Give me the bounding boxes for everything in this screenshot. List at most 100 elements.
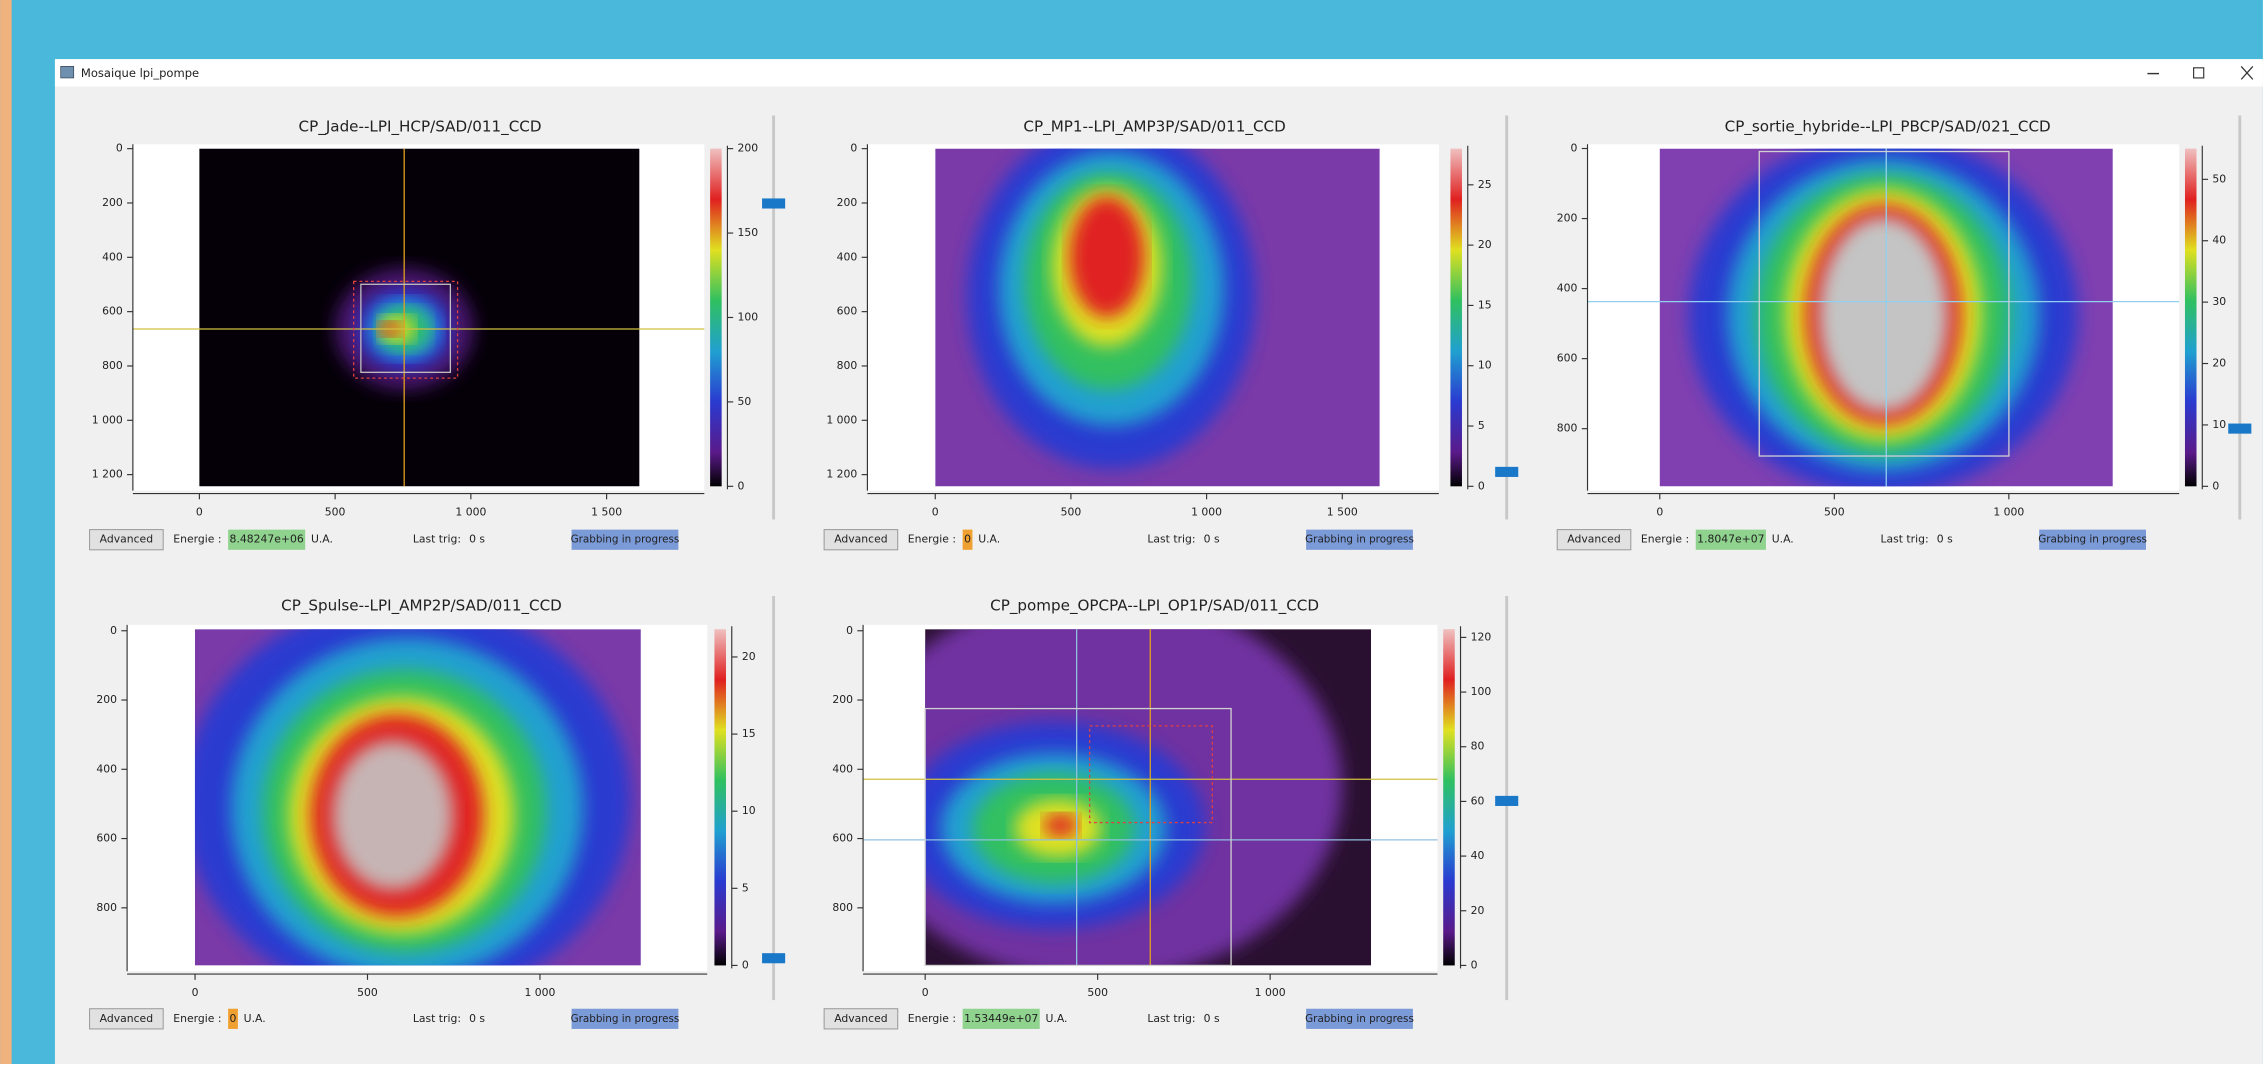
energy-unit: U.A.: [311, 533, 333, 546]
energy-unit: U.A.: [1046, 1012, 1068, 1025]
slider-handle[interactable]: [762, 953, 785, 963]
x-tick-label: 0: [922, 986, 929, 999]
x-tick-label: 1 000: [1993, 505, 2024, 518]
colorbar-tick-label: 0: [1471, 958, 1478, 971]
colorbar-tick-label: 5: [742, 881, 749, 894]
status-text: Grabbing in progress: [571, 1013, 680, 1025]
colorbar-tick-label: 10: [742, 804, 756, 817]
y-tick-label: 600: [1557, 352, 1578, 365]
slider-handle[interactable]: [2228, 424, 2251, 434]
colorbar-tick-label: 25: [1478, 178, 1492, 191]
x-tick-label: 1 000: [1191, 505, 1222, 518]
x-tick-label: 1 500: [1327, 505, 1358, 518]
y-tick-label: 800: [96, 901, 117, 914]
x-tick-label: 0: [192, 986, 199, 999]
colorbar-tick-label: 80: [1471, 740, 1485, 753]
slider-handle[interactable]: [762, 198, 785, 208]
camera-image: [199, 149, 639, 487]
energy-label: Energie :: [908, 1012, 956, 1025]
y-tick-label: 400: [837, 250, 858, 263]
y-tick-label: 200: [832, 693, 853, 706]
colorbar: [1443, 629, 1455, 965]
energy-value: 0: [964, 533, 971, 546]
energy-label: Energie :: [173, 1012, 221, 1025]
colorbar-tick-label: 15: [742, 727, 756, 740]
camera-image: [852, 592, 1372, 982]
colorbar-tick-label: 20: [1478, 238, 1492, 251]
x-tick-label: 500: [1824, 505, 1845, 518]
energy-unit: U.A.: [978, 533, 1000, 546]
y-tick-label: 400: [1557, 282, 1578, 295]
colorbar-tick-label: 30: [2212, 295, 2226, 308]
energy-unit: U.A.: [244, 1012, 266, 1025]
colorbar-tick-label: 0: [738, 479, 745, 492]
x-tick-label: 500: [1061, 505, 1082, 518]
colorbar: [2185, 149, 2197, 487]
y-tick-label: 800: [1557, 422, 1578, 435]
y-tick-label: 800: [837, 359, 858, 372]
last-trig-label: Last trig:: [1147, 533, 1195, 546]
status-text: Grabbing in progress: [1305, 534, 1414, 546]
last-trig-value: 0 s: [1204, 1012, 1220, 1025]
colorbar-tick-label: 120: [1471, 630, 1492, 643]
colorbar-tick-label: 15: [1478, 298, 1492, 311]
window-title: Mosaique lpi_pompe: [81, 66, 199, 80]
colorbar-tick-label: 10: [1478, 359, 1492, 372]
camera-image: [935, 123, 1379, 487]
y-tick-label: 0: [1571, 142, 1578, 155]
y-tick-label: 800: [832, 901, 853, 914]
last-trig-value: 0 s: [469, 1012, 485, 1025]
energy-label: Energie :: [1641, 533, 1689, 546]
energy-value: 1.8047e+07: [1697, 533, 1764, 546]
y-tick-label: 200: [96, 693, 117, 706]
status-text: Grabbing in progress: [571, 534, 680, 546]
colorbar-tick-label: 20: [2212, 357, 2226, 370]
beam-spot: [1043, 814, 1078, 837]
x-tick-label: 500: [357, 986, 378, 999]
colorbar-tick-label: 150: [738, 226, 759, 239]
x-tick-label: 1 000: [524, 986, 555, 999]
panel-title: CP_Jade--LPI_HCP/SAD/011_CCD: [299, 117, 542, 136]
y-tick-label: 600: [837, 305, 858, 318]
app-icon: [61, 66, 74, 78]
advanced-label: Advanced: [100, 1012, 153, 1025]
y-tick-label: 1 200: [826, 468, 857, 481]
y-tick-label: 0: [116, 142, 123, 155]
y-tick-label: 200: [102, 196, 123, 209]
y-tick-label: 1 000: [826, 413, 857, 426]
y-tick-label: 400: [102, 250, 123, 263]
colorbar-tick-label: 5: [1478, 419, 1485, 432]
page: Mosaique lpi_pompe CP_Jade--LPI_HCP/SAD/…: [0, 0, 2263, 1064]
panel-title: CP_pompe_OPCPA--LPI_OP1P/SAD/011_CCD: [990, 597, 1319, 616]
energy-unit: U.A.: [1772, 533, 1794, 546]
colorbar-tick-label: 60: [1471, 794, 1485, 807]
y-tick-label: 0: [850, 142, 857, 155]
last-trig-value: 0 s: [1204, 533, 1220, 546]
colorbar: [714, 629, 726, 965]
last-trig-value: 0 s: [1937, 533, 1953, 546]
colorbar-tick-label: 0: [742, 958, 749, 971]
last-trig-label: Last trig:: [413, 1012, 461, 1025]
colorbar-tick-label: 200: [738, 142, 759, 155]
title-bar: [55, 59, 2263, 86]
y-tick-label: 600: [96, 832, 117, 845]
colorbar-tick-label: 20: [742, 650, 756, 663]
y-tick-label: 0: [846, 624, 853, 637]
y-tick-label: 1 000: [92, 413, 123, 426]
y-tick-label: 600: [832, 832, 853, 845]
last-trig-label: Last trig:: [1147, 1012, 1195, 1025]
last-trig-label: Last trig:: [413, 533, 461, 546]
slider-handle[interactable]: [1495, 796, 1518, 806]
last-trig-value: 0 s: [469, 533, 485, 546]
beam-spot: [332, 740, 453, 890]
colorbar-tick-label: 20: [1471, 904, 1485, 917]
last-trig-label: Last trig:: [1880, 533, 1928, 546]
advanced-label: Advanced: [834, 1012, 887, 1025]
colorbar-tick-label: 40: [1471, 849, 1485, 862]
y-tick-label: 600: [102, 305, 123, 318]
status-text: Grabbing in progress: [2038, 534, 2147, 546]
energy-label: Energie :: [173, 533, 221, 546]
colorbar-tick-label: 0: [2212, 479, 2219, 492]
slider-handle[interactable]: [1495, 467, 1518, 477]
energy-value: 0: [230, 1012, 237, 1025]
